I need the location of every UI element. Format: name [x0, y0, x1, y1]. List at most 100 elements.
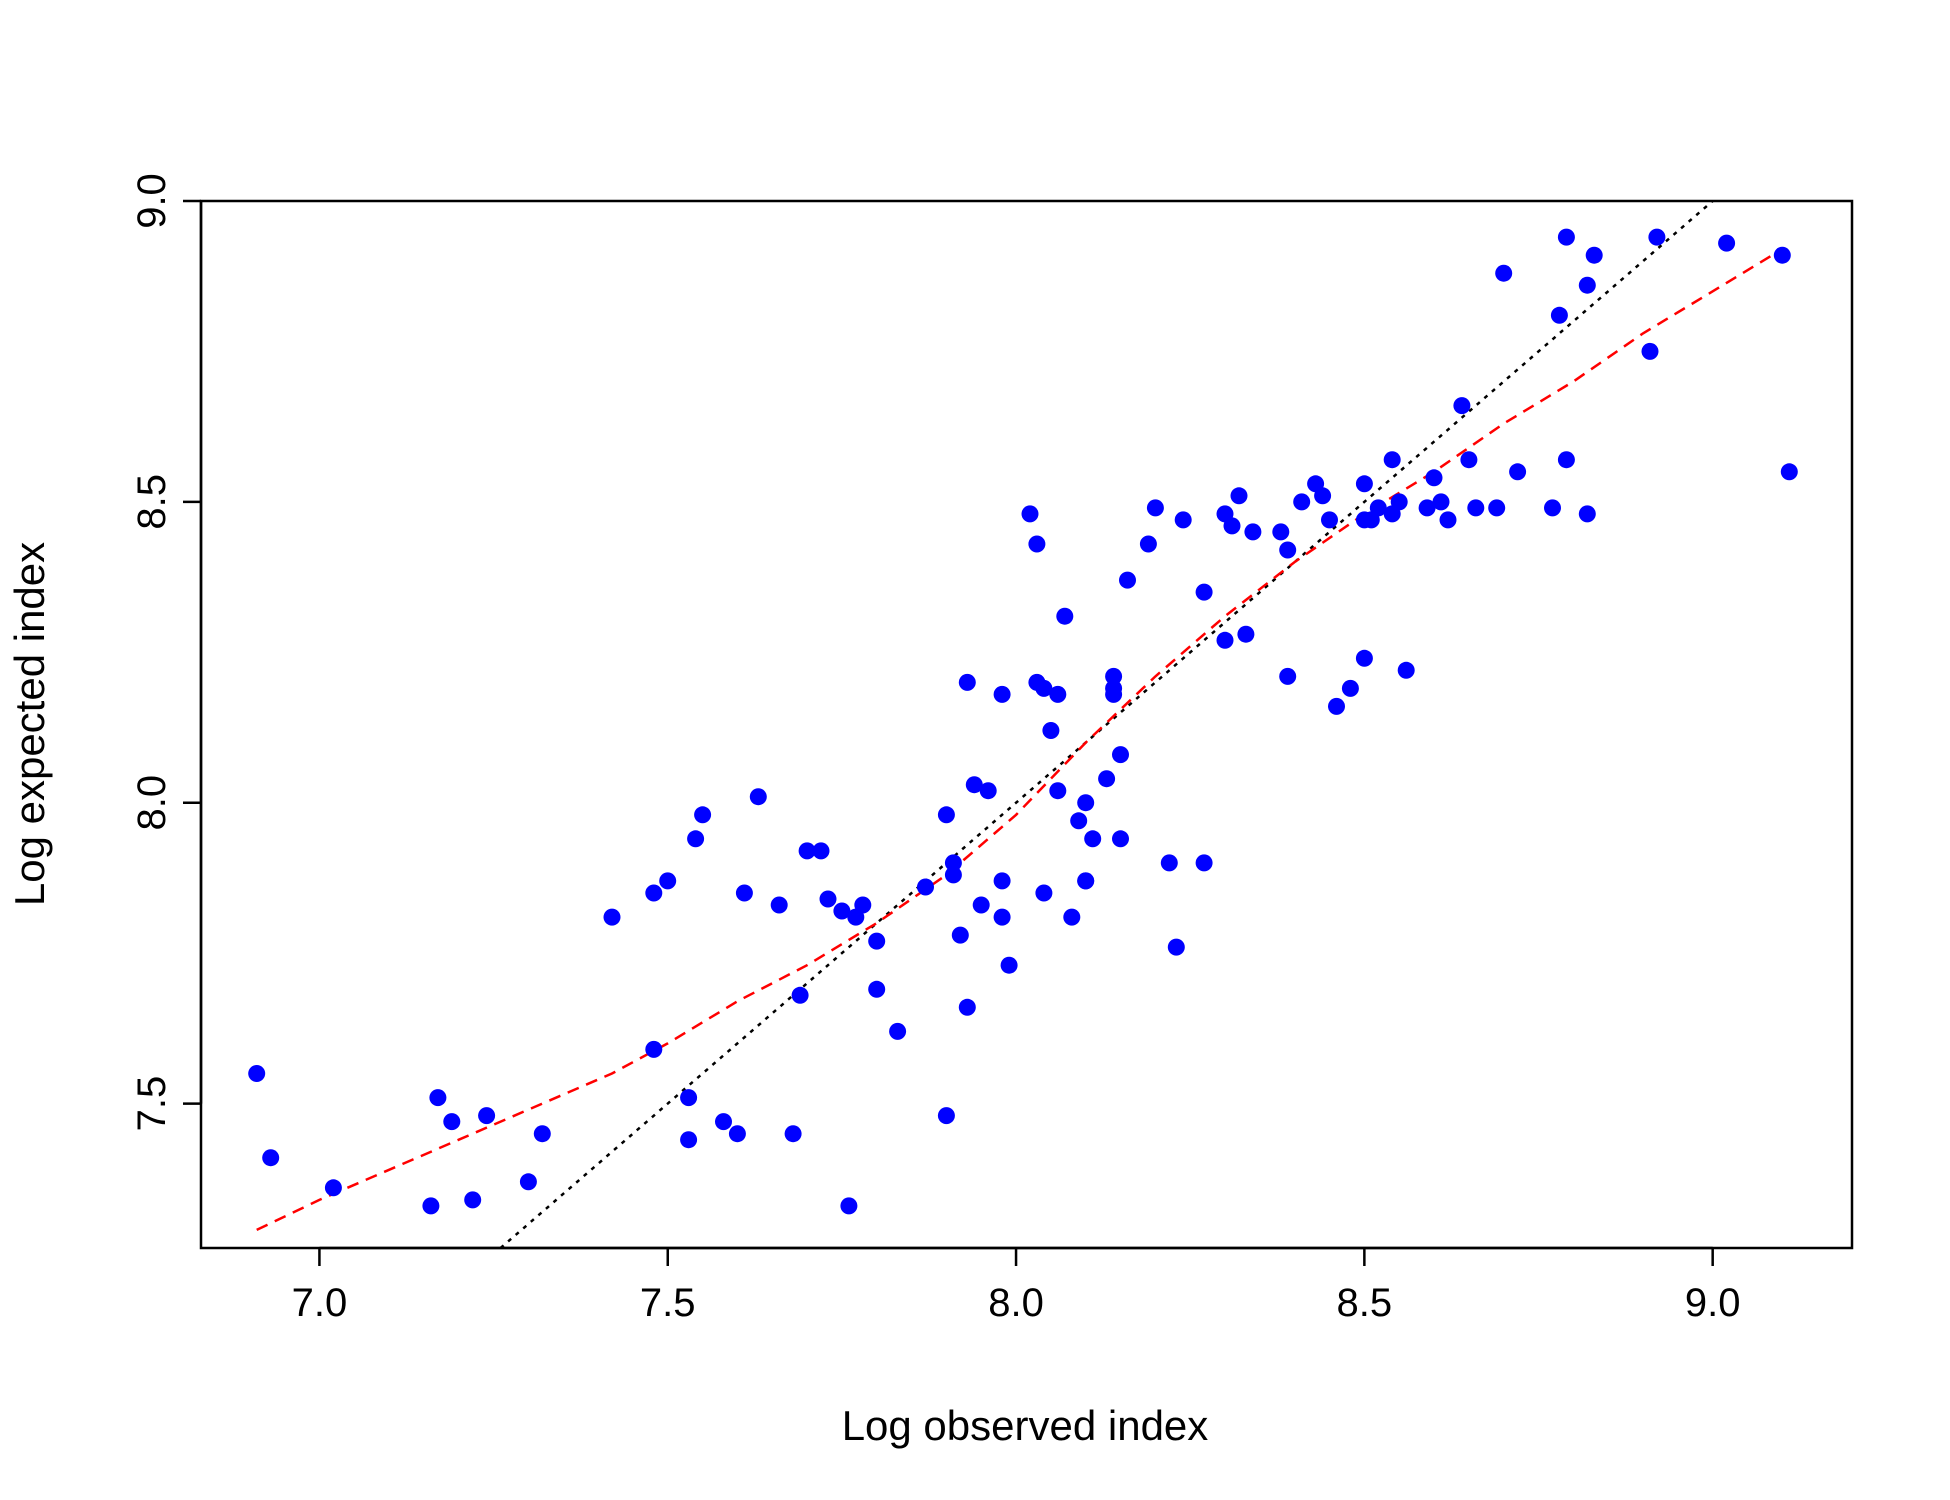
scatter-point [324, 1179, 342, 1197]
scatter-point [262, 1149, 280, 1167]
scatter-point [1021, 505, 1039, 523]
scatter-point [1230, 487, 1248, 505]
scatter-point [868, 932, 886, 950]
smooth-fit-line [256, 248, 1783, 1232]
plot-content [248, 201, 1798, 1248]
scatter-point [1000, 956, 1018, 974]
scatter-point [1174, 511, 1192, 529]
scatter-point [958, 998, 976, 1016]
scatter-point [791, 986, 809, 1004]
scatter-point [1112, 746, 1129, 764]
scatter-point [868, 980, 886, 998]
scatter-point [1495, 264, 1513, 282]
scatter-point [993, 908, 1011, 926]
scatter-point [1042, 722, 1060, 739]
scatter-point [1098, 770, 1116, 788]
scatter-point [1550, 306, 1568, 324]
scatter-point [1328, 697, 1345, 715]
scatter-point [1648, 228, 1666, 246]
y-tick-label: 8.5 [130, 474, 174, 530]
scatter-point [965, 776, 983, 794]
scatter-point [519, 1173, 537, 1191]
scatter-point [1105, 667, 1123, 685]
scatter-point [1383, 451, 1401, 469]
scatter-point [1321, 511, 1338, 529]
scatter-point [1119, 571, 1136, 589]
scatter-point [694, 806, 712, 824]
x-tick-label: 8.5 [1337, 1281, 1393, 1325]
scatter-point [1272, 523, 1290, 541]
y-axis: 7.5 8.0 8.5 9.0 [130, 173, 203, 1131]
scatter-point [687, 830, 705, 848]
scatter-point [1369, 499, 1387, 517]
x-tick-label: 9.0 [1685, 1281, 1741, 1325]
scatter-point [728, 1125, 746, 1143]
scatter-point [1195, 583, 1213, 601]
scatter-point [917, 878, 934, 896]
scatter-point [1160, 854, 1178, 872]
scatter-point [1056, 607, 1074, 625]
scatter-point [1439, 511, 1457, 529]
scatter-point [1167, 938, 1185, 956]
scatter-point [1035, 679, 1053, 697]
scatter-point [1237, 625, 1255, 643]
scatter-point [464, 1191, 482, 1209]
scatter-point [1488, 499, 1506, 517]
scatter-point [1028, 535, 1046, 553]
scatter-point [1244, 523, 1262, 541]
scatter-point [1077, 872, 1095, 890]
scatter-point [1425, 469, 1443, 487]
y-tick-label: 9.0 [130, 173, 174, 229]
scatter-point [1578, 505, 1596, 523]
scatter-point [889, 1022, 907, 1040]
scatter-point [819, 890, 837, 908]
scatter-point [1773, 246, 1791, 264]
scatter-point [1341, 679, 1359, 697]
scatter-point [1293, 493, 1311, 511]
scatter-point [1035, 884, 1053, 902]
scatter-point [1314, 487, 1332, 505]
scatter-point [833, 902, 851, 920]
scatter-point [944, 866, 962, 884]
scatter-point [645, 884, 663, 902]
scatter-point [533, 1125, 551, 1143]
scatter-point [603, 908, 621, 926]
scatter-point [1139, 535, 1157, 553]
scatter-point [1585, 246, 1603, 264]
scatter-point [1077, 794, 1095, 812]
scatter-point [478, 1107, 496, 1125]
scatter-point [993, 685, 1011, 703]
scatter-point [1544, 499, 1561, 517]
scatter-point [812, 842, 830, 860]
scatter-point [1146, 499, 1164, 517]
scatter-point [429, 1089, 447, 1107]
scatter-point [659, 872, 677, 890]
scatter-point [1418, 499, 1436, 517]
scatter-point [1279, 667, 1297, 685]
scatter-point [749, 788, 767, 806]
scatter-point [1509, 463, 1527, 481]
scatter-point [715, 1113, 732, 1131]
scatter-point [937, 1107, 955, 1125]
scatter-point [1578, 276, 1596, 294]
scatter-point [1390, 493, 1408, 511]
x-tick-label: 7.5 [640, 1281, 696, 1325]
scatter-point [680, 1089, 698, 1107]
scatter-point [1453, 397, 1471, 415]
scatter-point [1195, 854, 1213, 872]
scatter-point [993, 872, 1011, 890]
scatter-point [1355, 475, 1373, 493]
scatter-point [951, 926, 969, 944]
scatter-point [443, 1113, 461, 1131]
scatter-point [1063, 908, 1081, 926]
scatter-point [422, 1197, 440, 1215]
scatter-point [958, 673, 976, 691]
scatter-point [1084, 830, 1102, 848]
scatter-point [1049, 782, 1067, 800]
scatter-point [1557, 228, 1575, 246]
scatter-point [1780, 463, 1798, 481]
scatter-point [840, 1197, 858, 1215]
scatter-point [1432, 493, 1450, 511]
scatter-point [798, 842, 816, 860]
